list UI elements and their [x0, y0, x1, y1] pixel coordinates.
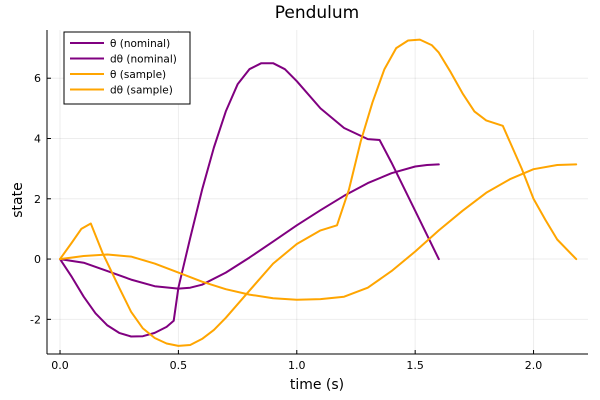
legend-label: dθ (sample) [110, 85, 173, 97]
legend-label: θ (sample) [110, 69, 166, 81]
series-line-1 [59, 163, 440, 290]
y-tick-label: -2 [30, 313, 41, 326]
axes [46, 30, 588, 355]
x-tick-label: 1.0 [288, 359, 306, 372]
x-tick-label: 0.0 [51, 359, 69, 372]
legend: θ (nominal) dθ (nominal) θ (sample) dθ (sam… [63, 31, 191, 105]
y-tick-label: 6 [34, 72, 41, 85]
series-line-2 [59, 62, 440, 338]
y-tick-label: 2 [34, 193, 41, 206]
y-tick-label: 4 [34, 133, 41, 146]
grid [47, 30, 588, 354]
plot-series [59, 38, 578, 347]
x-tick-label: 1.5 [406, 359, 424, 372]
legend-label: dθ (nominal) [110, 54, 177, 66]
series-line-4 [59, 38, 578, 347]
y-axis-title: state [10, 182, 26, 217]
legend-label: θ (nominal) [110, 38, 170, 50]
series-line-3 [59, 163, 578, 301]
x-tick-label: 2.0 [525, 359, 543, 372]
x-axis-title: time (s) [290, 377, 344, 393]
tick-labels: 0.0 0.5 1.0 1.5 2.0 -2 0 2 4 6 [30, 72, 542, 372]
x-tick-label: 0.5 [170, 359, 188, 372]
y-tick-label: 0 [34, 253, 41, 266]
chart-title: Pendulum [275, 3, 360, 23]
